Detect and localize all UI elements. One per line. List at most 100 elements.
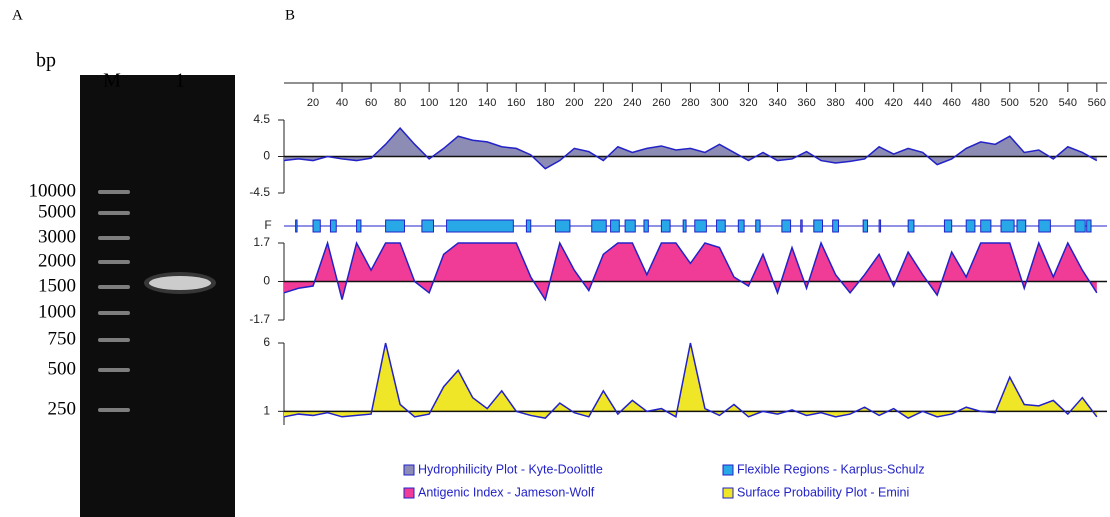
x-tick-label: 60 bbox=[365, 97, 377, 109]
ladder-label: 500 bbox=[48, 358, 77, 379]
y-tick-label: 1.7 bbox=[253, 235, 270, 249]
profile-line bbox=[283, 240, 1098, 302]
y-tick-label: 0 bbox=[263, 274, 270, 288]
y-tick-label: -1.7 bbox=[249, 312, 270, 326]
flex-region bbox=[682, 219, 687, 233]
flex-region bbox=[694, 219, 707, 233]
ladder-label: 2000 bbox=[38, 250, 76, 271]
flex-region bbox=[1086, 219, 1092, 233]
ladder-label: 10000 bbox=[29, 180, 77, 201]
x-tick-label: 380 bbox=[826, 97, 844, 109]
profile-line bbox=[283, 126, 1098, 170]
x-tick-label: 320 bbox=[739, 97, 757, 109]
y-tick-label: -4.5 bbox=[249, 185, 270, 199]
flex-region bbox=[591, 219, 607, 233]
legend-label: Flexible Regions - Karplus-Schulz bbox=[737, 462, 925, 476]
ladder-label: 750 bbox=[48, 328, 77, 349]
ladder-band bbox=[98, 408, 130, 412]
ladder-label: 1500 bbox=[38, 275, 76, 296]
panel-label: B bbox=[285, 7, 295, 23]
x-tick-label: 560 bbox=[1088, 97, 1106, 109]
flex-region bbox=[1000, 219, 1015, 233]
flex-region bbox=[610, 219, 620, 233]
gel-unit: bp bbox=[36, 50, 56, 72]
panel-label: A bbox=[12, 7, 23, 23]
flex-region bbox=[446, 219, 514, 233]
flex-region bbox=[965, 219, 976, 233]
x-tick-label: 80 bbox=[394, 97, 406, 109]
legend-label: Hydrophilicity Plot - Kyte-Doolittle bbox=[418, 462, 603, 476]
x-tick-label: 240 bbox=[623, 97, 641, 109]
x-tick-label: 440 bbox=[913, 97, 931, 109]
flex-region bbox=[755, 219, 761, 233]
flex-region bbox=[878, 219, 882, 233]
x-tick-label: 300 bbox=[710, 97, 728, 109]
x-tick-label: 360 bbox=[797, 97, 815, 109]
gel-image bbox=[80, 75, 235, 517]
x-tick-label: 540 bbox=[1059, 97, 1077, 109]
flex-region bbox=[980, 219, 992, 233]
x-tick-label: 340 bbox=[768, 97, 786, 109]
x-tick-label: 420 bbox=[884, 97, 902, 109]
ladder-label: 1000 bbox=[38, 301, 76, 322]
x-tick-label: 20 bbox=[307, 97, 319, 109]
flex-label: F bbox=[264, 218, 271, 232]
profile-line bbox=[283, 342, 1098, 420]
x-tick-label: 140 bbox=[478, 97, 496, 109]
flex-region bbox=[800, 219, 803, 233]
flex-region bbox=[643, 219, 649, 233]
flex-region bbox=[356, 219, 362, 233]
flex-region bbox=[862, 219, 869, 233]
profile-area bbox=[284, 343, 1097, 419]
x-tick-label: 520 bbox=[1030, 97, 1048, 109]
x-tick-label: 400 bbox=[855, 97, 873, 109]
flex-region bbox=[716, 219, 726, 233]
flex-region bbox=[329, 219, 337, 233]
legend-swatch bbox=[403, 464, 415, 476]
x-tick-label: 220 bbox=[594, 97, 612, 109]
legend-swatch bbox=[722, 464, 734, 476]
legend-label: Surface Probability Plot - Emini bbox=[737, 485, 909, 499]
ladder-band bbox=[98, 311, 130, 315]
flex-region bbox=[295, 219, 298, 233]
ladder-band bbox=[98, 236, 130, 240]
x-tick-label: 460 bbox=[943, 97, 961, 109]
x-tick-label: 260 bbox=[652, 97, 670, 109]
ladder-band bbox=[98, 368, 130, 372]
x-tick-label: 480 bbox=[972, 97, 990, 109]
flex-region bbox=[1038, 219, 1051, 233]
flex-region bbox=[737, 219, 745, 233]
sample-band-glow bbox=[144, 272, 216, 294]
ladder-band bbox=[98, 285, 130, 289]
x-tick-label: 280 bbox=[681, 97, 699, 109]
lane-label: 1 bbox=[175, 70, 185, 92]
y-tick-label: 0 bbox=[263, 149, 270, 163]
ladder-band bbox=[98, 338, 130, 342]
flex-region bbox=[813, 219, 824, 233]
flex-region bbox=[781, 219, 792, 233]
profile-area bbox=[284, 243, 1097, 300]
flex-region bbox=[421, 219, 435, 233]
flex-region bbox=[943, 219, 953, 233]
flex-region bbox=[624, 219, 636, 233]
ladder-label: 250 bbox=[48, 398, 77, 419]
x-tick-label: 500 bbox=[1001, 97, 1019, 109]
x-tick-label: 200 bbox=[565, 97, 583, 109]
flex-region bbox=[907, 219, 915, 233]
flex-region bbox=[554, 219, 571, 233]
lane-label: M bbox=[103, 70, 121, 92]
flex-region bbox=[312, 219, 321, 233]
x-tick-label: 40 bbox=[336, 97, 348, 109]
flex-region bbox=[1074, 219, 1086, 233]
flex-region bbox=[660, 219, 671, 233]
ladder-band bbox=[98, 260, 130, 264]
x-tick-label: 180 bbox=[536, 97, 554, 109]
x-tick-label: 120 bbox=[449, 97, 467, 109]
legend-label: Antigenic Index - Jameson-Wolf bbox=[418, 485, 595, 499]
ladder-band bbox=[98, 211, 130, 215]
flex-region bbox=[832, 219, 839, 233]
y-tick-label: 6 bbox=[263, 335, 270, 349]
ladder-band bbox=[98, 190, 130, 194]
x-tick-label: 160 bbox=[507, 97, 525, 109]
